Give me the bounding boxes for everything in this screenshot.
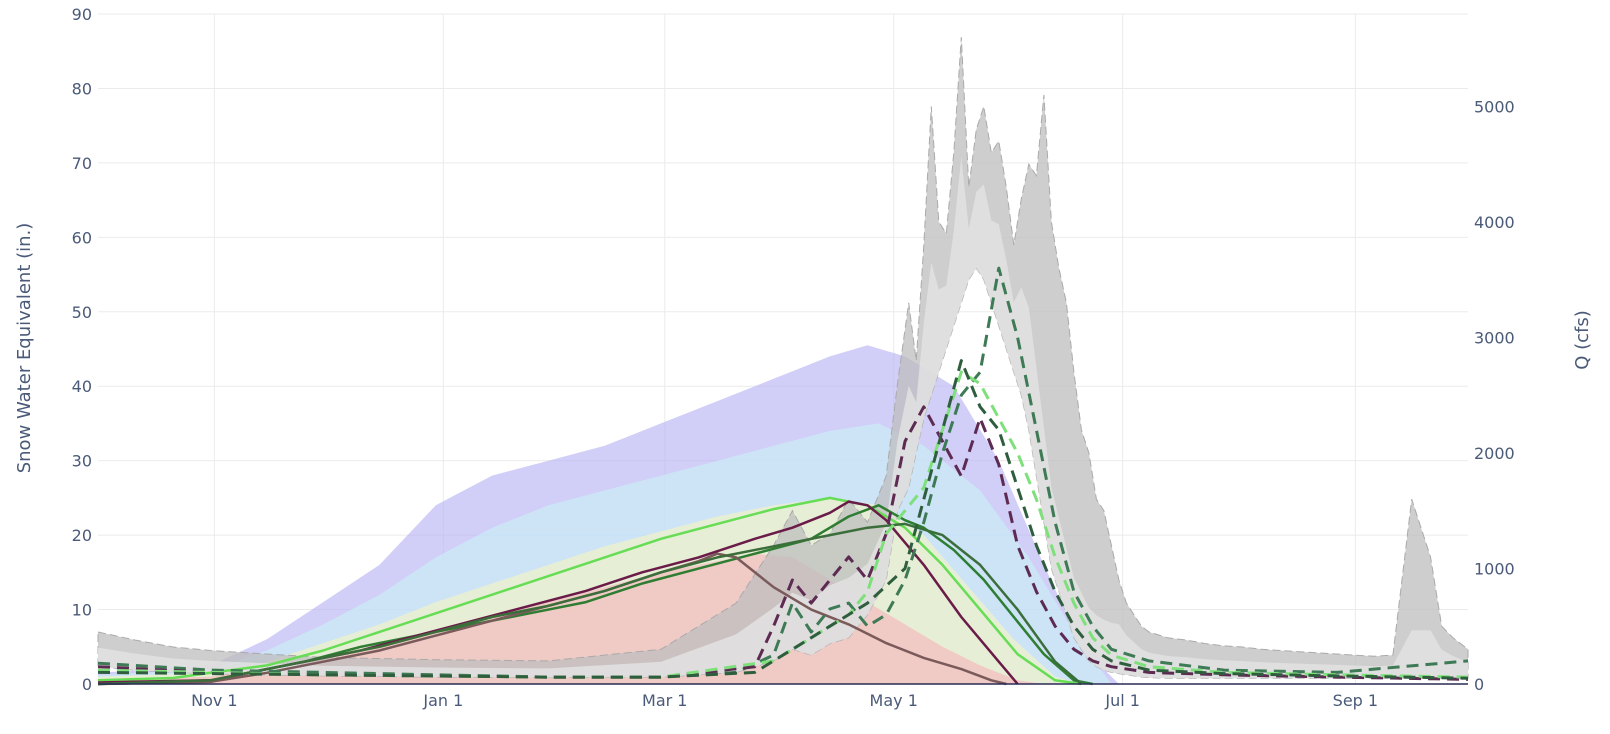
lines	[97, 266, 1469, 686]
y2-tick-label: 1000	[1474, 559, 1515, 578]
y-tick-label: 60	[72, 228, 92, 247]
x-tick-label: Mar 1	[642, 691, 687, 710]
x-tick-label: Jul 1	[1104, 691, 1140, 710]
x-tick-label: Sep 1	[1333, 691, 1378, 710]
y-tick-label: 30	[72, 452, 92, 471]
y2-tick-label: 3000	[1474, 328, 1515, 347]
x-tick-label: May 1	[870, 691, 918, 710]
y-tick-label: 50	[72, 303, 92, 322]
q-year-line	[97, 266, 1469, 679]
y2-tick-label: 5000	[1474, 97, 1515, 116]
y2-tick-label: 4000	[1474, 213, 1515, 232]
x-tick-label: Jan 1	[422, 691, 463, 710]
y-tick-label: 80	[72, 79, 92, 98]
y-tick-label: 90	[72, 5, 92, 24]
q-year-line	[97, 405, 1469, 681]
y2-axis-title: Q (cfs)	[1572, 310, 1593, 370]
y-tick-label: 40	[72, 377, 92, 396]
swe-median-line	[97, 496, 1082, 686]
swe-year-line	[97, 522, 1083, 686]
y-tick-label: 70	[72, 154, 92, 173]
swe-year-line	[97, 504, 1093, 686]
discharge-band-area	[97, 37, 1469, 679]
q-year-line	[97, 370, 1469, 679]
x-tick-label: Nov 1	[191, 691, 238, 710]
bands	[97, 37, 1469, 684]
y-tick-label: 10	[72, 601, 92, 620]
y-tick-label: 20	[72, 526, 92, 545]
y-axis-title: Snow Water Equivalent (in.)	[14, 223, 35, 474]
axes: 0 10 20 30 40 50 60 70 80 90 0 1000 2000 3000 4000 5000…	[72, 5, 1515, 710]
q-year-line	[97, 359, 1469, 680]
y2-tick-label: 0	[1474, 675, 1484, 694]
y-tick-label: 0	[82, 675, 92, 694]
y2-tick-label: 2000	[1474, 444, 1515, 463]
